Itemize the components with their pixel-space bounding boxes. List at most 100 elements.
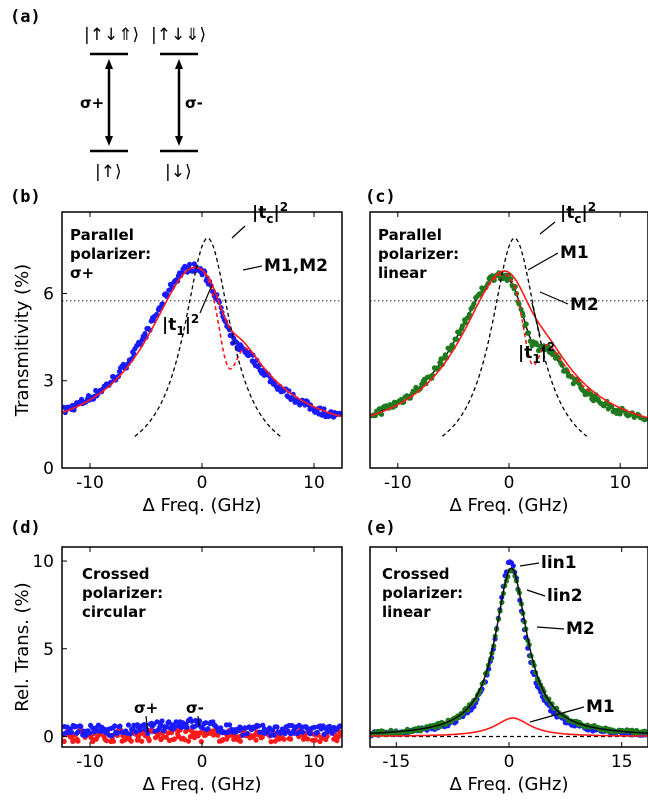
data-point-blue (112, 723, 118, 729)
pointer-m1-m2 (242, 265, 263, 271)
pointer-tc (231, 225, 246, 239)
data-point-blue (82, 733, 89, 739)
label-m2: M2 (570, 295, 599, 315)
y-tick-label-b-1: 3 (43, 372, 54, 392)
data-point-blue (125, 722, 132, 728)
data-point-green (466, 311, 472, 317)
data-point-blue (324, 729, 330, 735)
panel-label-c: (c) (365, 187, 396, 207)
data-point-green (525, 330, 532, 336)
data-point-blue (184, 724, 190, 731)
data-point-blue (131, 351, 137, 357)
data-point-blue (150, 317, 157, 323)
data-point-blue (287, 731, 294, 737)
x-tick-label-b-0: -10 (76, 473, 104, 493)
ket-upper-right: |↑↓⇓⟩ (151, 25, 206, 45)
annotation-line-1: polarizer: (82, 584, 163, 602)
data-point-blue (117, 723, 123, 729)
data-point-red (62, 738, 67, 744)
plot-area-c (370, 237, 648, 437)
data-point-blue (271, 732, 277, 738)
y-axis-label-b: Transmitivity (%) (12, 264, 33, 417)
pointer-m1 (527, 252, 559, 271)
data-point-green (523, 321, 529, 327)
data-point-red (253, 737, 259, 743)
data-point-red (75, 738, 81, 744)
data-point-red (185, 738, 192, 744)
data-point-blue (325, 413, 332, 419)
pointer-m2 (539, 291, 569, 305)
y-tick-label-b-2: 6 (43, 284, 54, 304)
data-point-green (570, 381, 576, 387)
pointer-lin2 (526, 589, 546, 597)
data-point-green (516, 301, 522, 307)
y-tick-label-d-1: 5 (43, 640, 54, 660)
fit-curve-m1 (370, 717, 648, 737)
x-axis-label-b: Δ Freq. (GHz) (142, 495, 261, 516)
data-point-blue (227, 722, 233, 728)
data-point-blue (199, 725, 206, 731)
data-point-blue (171, 724, 178, 730)
data-point-blue (160, 728, 166, 734)
label-sigma-minus: σ- (186, 699, 204, 717)
data-point-blue (141, 722, 147, 728)
x-tick-label-d-1: 0 (197, 752, 208, 772)
x-tick-label-d-2: 10 (303, 752, 325, 772)
data-point-blue (75, 729, 81, 735)
data-point-blue (69, 729, 75, 736)
annotation-line-0: Crossed (82, 565, 149, 583)
data-point-blue (114, 730, 120, 736)
curve-t1 (173, 266, 298, 399)
data-point-blue (337, 410, 342, 416)
annotation-line-1: polarizer: (378, 245, 459, 263)
data-point-blue (218, 725, 224, 731)
plot-e: -15 0 15 Δ Freq. (GHz) Crossedpolarizer:line… (369, 546, 648, 795)
label-m1: M1 (586, 697, 615, 717)
data-point-blue (166, 719, 172, 725)
data-point-red (259, 734, 265, 740)
data-point-blue (133, 729, 139, 735)
y-axis-label-d: Rel. Trans. (%) (12, 582, 33, 711)
data-point-red (281, 736, 287, 742)
label-tc: |tc|2 (560, 200, 596, 226)
data-point-red (268, 739, 274, 745)
data-point-blue (109, 732, 115, 739)
data-point-red (88, 735, 94, 741)
data-point-blue (203, 720, 209, 726)
x-axis-label-c: Δ Freq. (GHz) (449, 495, 568, 516)
data-point-green (590, 398, 597, 404)
curve-tc (134, 237, 281, 437)
data-point-red (338, 732, 342, 738)
data-point-blue (78, 723, 84, 730)
plot-c: -10 0 10 Δ Freq. (GHz) Parallelpolarizer:lin… (369, 200, 648, 516)
label-t1: |t1|2 (518, 340, 555, 366)
pointer-sigma-minus (197, 715, 200, 727)
data-point-green (471, 301, 477, 307)
pointer-t1 (199, 284, 213, 314)
annotation-line-2: σ+ (70, 264, 94, 282)
pointer-m1 (529, 706, 585, 723)
label-tc: |tc|2 (252, 200, 288, 226)
pointer-m2 (536, 626, 565, 630)
annotation-line-0: Parallel (70, 226, 134, 244)
data-point-red (146, 738, 152, 744)
data-point-red (198, 739, 204, 745)
annotation-line-2: linear (378, 264, 427, 282)
curve-tc (441, 237, 588, 437)
data-point-red (171, 736, 177, 742)
data-point-red (215, 732, 221, 738)
data-point-blue (256, 723, 262, 729)
pointer-lin1 (519, 562, 540, 567)
data-point-blue (307, 731, 313, 737)
data-point-red (163, 734, 169, 740)
x-tick-label-b-2: 10 (303, 473, 325, 493)
plot-area-e (370, 559, 648, 739)
y-tick-label-d-2: 10 (32, 552, 54, 572)
pointer-sigma-plus (145, 715, 149, 734)
data-point-blue (297, 402, 303, 408)
curve-t1 (480, 273, 593, 395)
x-tick-label-e-2: 15 (611, 752, 633, 772)
data-point-blue (154, 311, 160, 318)
annotation-line-2: linear (382, 603, 431, 621)
